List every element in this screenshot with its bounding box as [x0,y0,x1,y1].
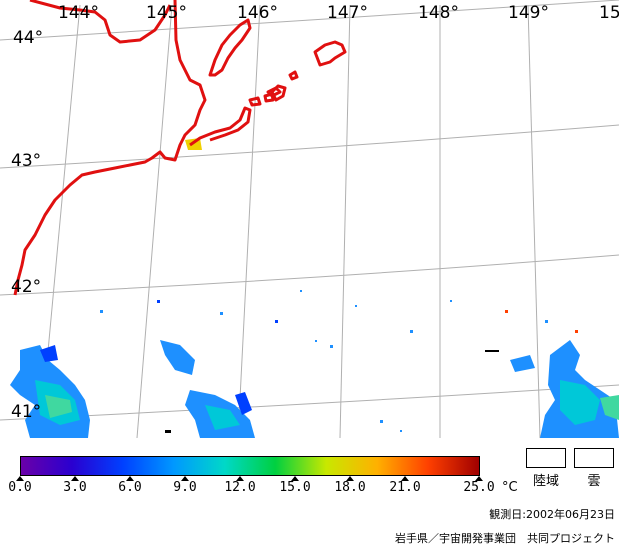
small-island [288,70,299,81]
colorbar-tick [16,476,24,481]
colorbar-tick-label: 6.0 [118,480,142,495]
lat-label-41: 41° [11,402,42,422]
parallel-42 [0,254,619,296]
credit-line: 岩手県／宇宙開発事業団 共同プロジェクト [395,532,615,545]
lon-label-144: 144° [58,3,99,23]
lon-label-146: 146° [237,3,278,23]
lon-label-149: 149° [508,3,549,23]
sst-patches [10,138,619,438]
parallel-41 [0,384,619,421]
temperature-colorbar [20,456,480,476]
colorbar-tick-label: 0.0 [8,480,32,495]
meridian-147 [339,4,351,438]
colorbar-tick [475,476,483,481]
colorbar-tick [126,476,134,481]
lat-label-42: 42° [11,277,42,297]
lon-label-145: 145° [146,3,187,23]
sst-map [0,0,619,438]
kunashir [208,18,252,77]
nemuro-peninsula [189,106,252,147]
colorbar-tick-label: 21.0 [389,480,421,495]
parallel-44 [0,0,619,41]
colorbar-tick-label: 3.0 [63,480,87,495]
colorbar-tick [291,476,299,481]
lon-label-147: 147° [327,3,368,23]
cloud-legend-label: 雲 [587,474,601,489]
colorbar-tick-label: 12.0 [224,480,256,495]
iturup-tip [313,40,347,67]
meridian-149 [527,4,541,438]
lon-label-148: 148° [418,3,459,23]
meridian-146 [237,4,261,438]
colorbar-tick-label: 18.0 [334,480,366,495]
lat-label-44: 44° [13,28,44,48]
meridian-145 [136,4,173,438]
hokkaido-coast [13,0,207,296]
observation-date: 観測日:2002年06月23日 [489,508,615,521]
parallel-43 [0,124,619,169]
colorbar-tick [71,476,79,481]
colorbar-tick [236,476,244,481]
colorbar-tick-label: 9.0 [173,480,197,495]
coastline [13,0,347,296]
colorbar-tick-label: 15.0 [279,480,311,495]
colorbar-tick-label: 25.0 [463,480,495,495]
lon-label-150: 15 [599,3,619,23]
colorbar-tick [401,476,409,481]
sst-speckles [100,290,578,433]
colorbar-tick [346,476,354,481]
land-legend-label: 陸域 [532,474,559,489]
graticule [0,0,619,438]
colorbar-tick [181,476,189,481]
shikotan [270,84,287,102]
unit-label: °C [502,480,518,495]
cloud-legend-swatch [574,448,614,468]
land-legend-swatch [526,448,566,468]
lat-label-43: 43° [11,151,42,171]
